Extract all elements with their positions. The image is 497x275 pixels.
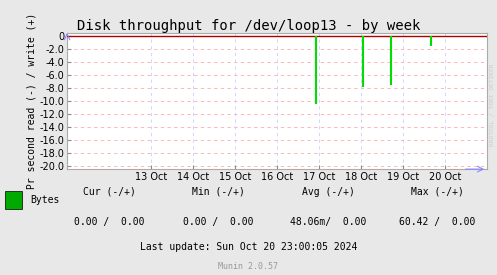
Text: Bytes: Bytes — [30, 195, 59, 205]
Text: 0.00 /  0.00: 0.00 / 0.00 — [74, 217, 145, 227]
Y-axis label: Pr second read (-) / write (+): Pr second read (-) / write (+) — [26, 13, 37, 189]
Text: Min (-/+): Min (-/+) — [192, 186, 245, 197]
Text: 0.00 /  0.00: 0.00 / 0.00 — [183, 217, 254, 227]
Text: Munin 2.0.57: Munin 2.0.57 — [219, 262, 278, 271]
FancyBboxPatch shape — [5, 191, 22, 209]
Text: 60.42 /  0.00: 60.42 / 0.00 — [399, 217, 476, 227]
Text: Avg (-/+): Avg (-/+) — [302, 186, 354, 197]
Text: Max (-/+): Max (-/+) — [411, 186, 464, 197]
Text: Disk throughput for /dev/loop13 - by week: Disk throughput for /dev/loop13 - by wee… — [77, 19, 420, 33]
Text: Last update: Sun Oct 20 23:00:05 2024: Last update: Sun Oct 20 23:00:05 2024 — [140, 241, 357, 252]
Text: Cur (-/+): Cur (-/+) — [83, 186, 136, 197]
Text: 48.06m/  0.00: 48.06m/ 0.00 — [290, 217, 366, 227]
Text: RRDTOOL / TOBI OETIKER: RRDTOOL / TOBI OETIKER — [490, 63, 495, 146]
